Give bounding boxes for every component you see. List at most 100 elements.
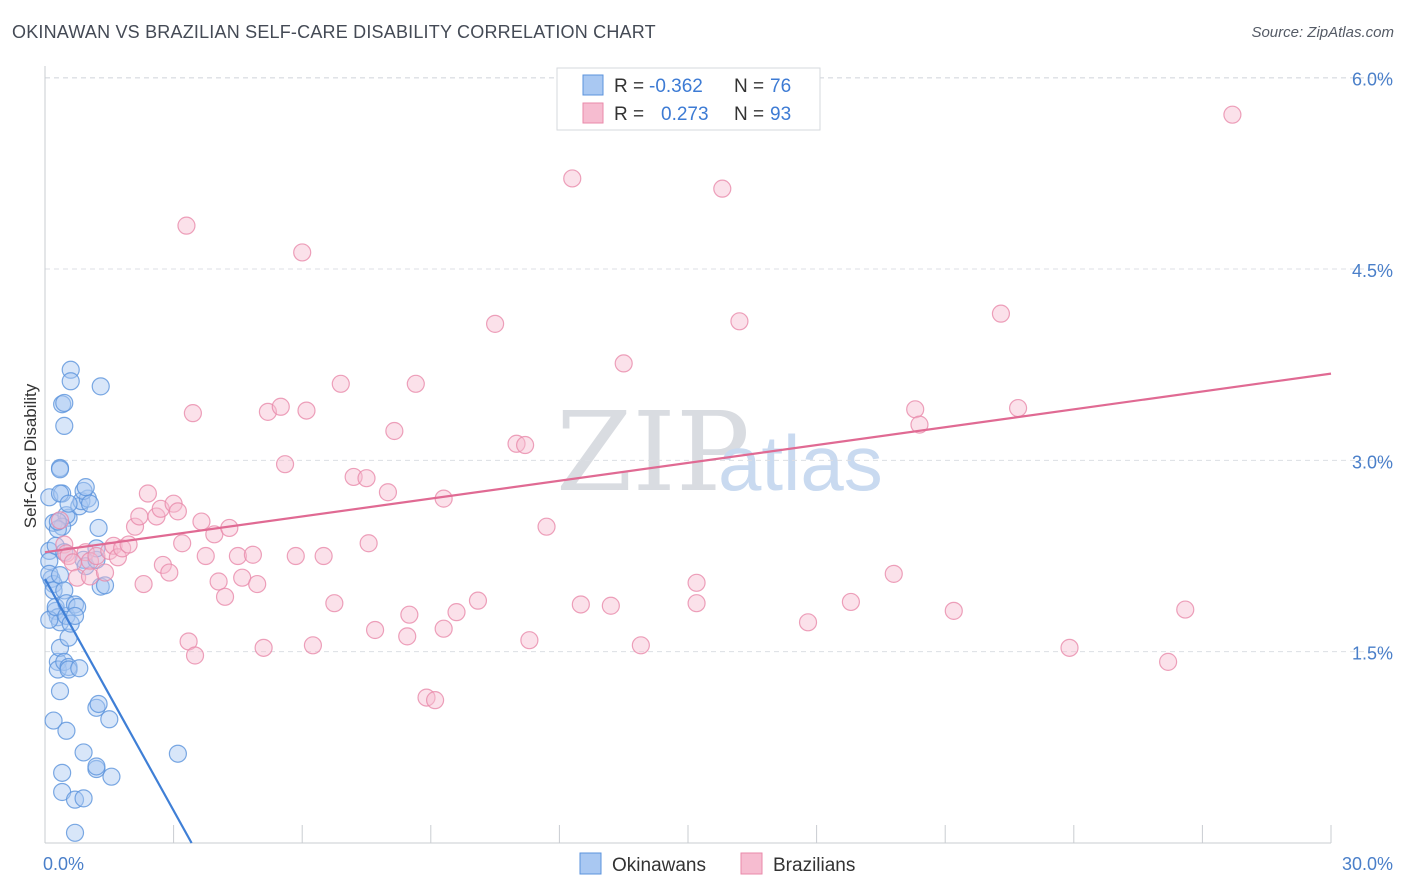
okinawan-point-26: [50, 460, 70, 479]
legend-n-label-okinawans: N =: [734, 76, 764, 97]
x-tick-labels: 0.0% 30.0%: [43, 854, 1393, 874]
okinawans-trend-line: [44, 578, 193, 844]
brazilian-point-73: [571, 595, 590, 614]
okinawan-point-24: [55, 416, 74, 436]
okinawan-point-68: [87, 757, 106, 776]
okinawan-point-72: [100, 710, 119, 729]
okinawan-point-45: [70, 659, 89, 678]
brazilians-trend-line: [44, 372, 1332, 554]
brazilian-point-0: [50, 511, 70, 530]
brazilian-point-92: [1223, 105, 1242, 124]
brazilian-point-72: [563, 169, 582, 188]
brazilian-point-19: [138, 484, 157, 503]
brazilian-point-35: [215, 587, 235, 606]
brazilian-point-25: [168, 502, 187, 521]
okinawan-point-71: [89, 694, 108, 714]
legend-swatch-okinawans: [582, 74, 604, 96]
legend-r-label-okinawans: R =: [614, 76, 644, 97]
brazilian-point-8: [80, 567, 100, 586]
watermark-zip: ZIP: [556, 388, 750, 516]
bottom-legend-label-brazilians: Brazilians: [773, 855, 855, 876]
brazilian-point-75: [614, 354, 633, 373]
okinawan-point-15: [50, 682, 70, 701]
brazilian-point-65: [447, 603, 466, 622]
brazilian-point-79: [713, 179, 732, 198]
bottom-legend-swatch-okinawans: [579, 852, 602, 875]
brazilian-point-90: [1159, 652, 1178, 671]
okinawan-point-73: [91, 377, 110, 396]
legend-swatch-brazilians: [582, 102, 604, 124]
y-tick-label-1: 3.0%: [1352, 452, 1393, 472]
okinawan-point-58: [95, 576, 115, 595]
x-tick-label-0: 0.0%: [43, 854, 84, 874]
brazilian-point-15: [119, 535, 138, 554]
brazilian-point-48: [303, 636, 323, 655]
brazilian-point-38: [233, 568, 252, 587]
okinawan-point-66: [74, 743, 93, 762]
legend-r-value-okinawans: -0.362: [649, 76, 703, 97]
brazilian-point-59: [400, 605, 419, 624]
okinawan-point-74: [168, 744, 187, 763]
brazilian-point-89: [1060, 638, 1079, 657]
brazilian-point-43: [271, 397, 290, 416]
okinawan-point-23: [55, 393, 74, 413]
brazilian-point-84: [906, 400, 925, 419]
brazilian-point-17: [130, 507, 149, 526]
brazilian-point-13: [108, 548, 127, 567]
brazilian-point-67: [486, 314, 505, 333]
bottom-legend-swatch-brazilians: [740, 852, 763, 875]
brazilian-point-18: [134, 574, 153, 594]
brazilian-point-85: [910, 415, 929, 434]
brazilian-point-70: [537, 517, 556, 536]
stats-legend: R = -0.362 N = 76 R = 0.273 N = 93: [556, 67, 821, 131]
y-tick-label-3: 6.0%: [1352, 70, 1393, 90]
chart-title: OKINAWAN VS BRAZILIAN SELF-CARE DISABILI…: [12, 22, 656, 42]
brazilian-point-80: [730, 312, 749, 331]
brazilian-point-5: [68, 568, 87, 587]
okinawan-point-60: [57, 721, 76, 740]
y-tick-labels: 1.5% 3.0% 4.5% 6.0%: [1352, 70, 1393, 664]
brazilian-point-47: [297, 401, 316, 420]
brazilian-point-41: [254, 638, 273, 657]
brazilian-point-81: [798, 613, 818, 632]
brazilian-point-57: [385, 421, 404, 441]
brazilian-point-60: [406, 374, 425, 393]
brazilian-point-58: [398, 627, 417, 646]
okinawan-point-21: [61, 372, 80, 391]
brazilian-point-50: [325, 594, 344, 613]
brazilian-point-86: [944, 601, 963, 620]
brazilian-point-51: [331, 374, 350, 393]
brazilian-point-45: [286, 546, 305, 566]
okinawan-point-52: [76, 478, 95, 497]
brazilian-point-83: [884, 564, 903, 583]
brazilian-point-78: [687, 594, 706, 613]
legend-n-value-brazilians: 93: [770, 104, 791, 125]
okinawan-point-69: [102, 767, 121, 786]
okinawan-point-64: [74, 789, 93, 808]
brazilian-point-76: [631, 636, 650, 655]
okinawan-point-65: [65, 823, 85, 842]
brazilian-point-82: [841, 592, 860, 612]
x-tick-label-1: 30.0%: [1342, 854, 1393, 874]
brazilian-point-30: [183, 404, 202, 423]
legend-n-label-brazilians: N =: [734, 104, 764, 125]
series-legend: Okinawans Brazilians: [579, 852, 855, 876]
brazilian-point-91: [1176, 600, 1195, 619]
brazilian-point-31: [192, 512, 211, 531]
brazilian-point-49: [314, 546, 333, 566]
brazilian-point-71: [520, 631, 539, 650]
brazilian-point-53: [357, 469, 376, 488]
axes: [44, 66, 1332, 844]
brazilian-point-46: [293, 243, 312, 262]
brazilian-point-40: [248, 574, 267, 594]
okinawan-point-75: [59, 494, 78, 513]
brazilian-point-74: [601, 596, 620, 615]
y-axis-label: Self-Care Disability: [21, 383, 40, 528]
brazilian-point-66: [468, 591, 488, 610]
okinawan-point-53: [80, 494, 100, 513]
brazilian-point-16: [125, 517, 145, 536]
brazilian-point-77: [687, 573, 706, 592]
okinawan-point-59: [44, 711, 63, 730]
watermark-atlas: atlas: [718, 419, 883, 507]
